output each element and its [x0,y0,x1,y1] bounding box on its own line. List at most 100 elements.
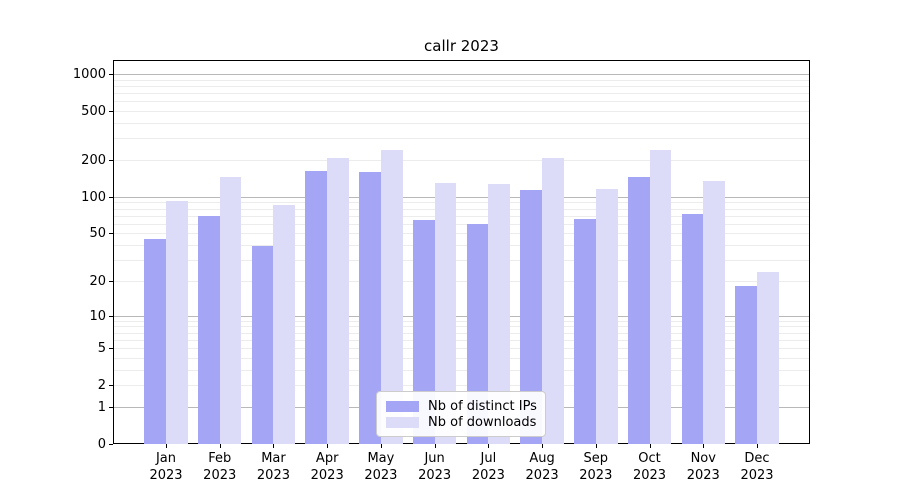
x-axis-tick [757,444,758,448]
gridline-minor [114,93,809,95]
chart-title: callr 2023 [424,37,499,55]
gridline-major [114,74,809,76]
gridline-minor [114,280,809,282]
gridline-minor [114,339,809,341]
legend-item-downloads: Nb of downloads [386,414,537,430]
legend-label-downloads: Nb of downloads [428,414,537,430]
x-axis-tick-label: Jan 2023 [149,451,183,483]
x-axis-tick-label: Oct 2023 [632,451,667,483]
gridline-minor [114,320,809,322]
y-axis-tick-label: 50 [89,226,106,242]
bar-downloads-jun [434,182,457,444]
bar-distinct-ips-aug [520,189,543,444]
y-axis-tick [109,233,113,235]
y-axis-tick [109,385,113,387]
gridline-minor [114,215,809,217]
y-axis-tick-label: 200 [81,153,106,168]
bar-distinct-ips-feb [198,215,220,444]
y-axis-tick [109,444,113,445]
bar-distinct-ips-may [359,171,381,444]
gridline-minor [114,202,809,204]
bar-distinct-ips-dec [735,286,757,444]
gridline-minor [114,138,809,140]
plot-area [113,60,810,444]
y-axis-tick [109,196,113,198]
x-axis-tick [273,444,275,448]
legend-item-distinct-ips: Nb of distinct IPs [386,398,537,414]
y-axis-tick [109,315,113,317]
bar-downloads-feb [219,177,242,444]
bar-downloads-jan [166,201,188,444]
gridline-minor [114,223,809,225]
y-axis-tick [109,406,113,408]
bar-downloads-sep [595,188,618,444]
gridline-minor [114,160,809,161]
y-axis-tick [109,111,113,113]
x-axis-tick [166,444,167,448]
gridline-minor [114,332,809,334]
x-axis-tick-label: Dec 2023 [740,451,774,483]
bar-distinct-ips-jun [412,220,435,444]
x-axis-tick-label: May 2023 [364,451,398,483]
y-axis-tick-label: 1 [97,399,106,415]
gridline-minor [114,123,809,125]
bar-distinct-ips-apr [305,171,328,444]
bar-downloads-jul [488,183,511,444]
x-axis-tick-label: Sep 2023 [579,451,613,483]
gridline-minor [114,357,809,359]
gridline-minor [114,326,809,328]
bar-downloads-nov [703,180,725,444]
gridline-minor [114,233,809,235]
x-axis-tick-label: Apr 2023 [310,451,344,483]
y-axis-tick [109,348,113,350]
y-axis-tick-label: 500 [81,104,106,120]
x-axis-tick [595,444,597,448]
bar-distinct-ips-nov [681,213,704,444]
x-axis-tick [488,444,490,448]
gridline-minor [114,101,809,103]
x-axis-tick-label: Jun 2023 [418,451,452,483]
y-axis-tick-label: 10 [89,308,106,324]
bar-downloads-oct [649,149,672,444]
bar-distinct-ips-jan [144,238,166,444]
gridline-major [114,315,809,317]
y-axis-tick [109,160,113,161]
x-axis-tick [219,444,221,448]
y-axis-tick [109,280,113,282]
gridline-minor [114,369,809,371]
y-axis-tick-label: 2 [97,378,106,394]
bar-distinct-ips-oct [627,177,650,444]
gridline-minor [114,245,809,247]
x-axis-tick [327,444,329,448]
gridline-minor [114,385,809,387]
bar-distinct-ips-sep [574,218,596,444]
bar-downloads-mar [273,204,296,444]
x-axis-tick-label: Jul 2023 [471,451,505,483]
y-axis-tick [109,74,113,76]
bar-distinct-ips-jul [466,223,489,444]
legend-label-distinct-ips: Nb of distinct IPs [428,398,537,414]
x-axis-tick [434,444,436,448]
y-axis-tick-label: 100 [81,189,106,205]
y-axis-tick-label: 20 [89,273,106,289]
gridline-minor [114,79,809,81]
legend-swatch-distinct-ips [386,400,419,412]
y-axis-tick-label: 0 [97,437,106,452]
legend: Nb of distinct IPs Nb of downloads [376,391,546,437]
y-axis-tick-label: 1000 [72,67,106,83]
legend-swatch-downloads [386,416,419,428]
x-axis-tick [703,444,705,448]
bar-downloads-dec [757,271,779,444]
gridline-minor [114,111,809,113]
bar-distinct-ips-mar [251,246,274,444]
bar-downloads-apr [327,158,349,444]
x-axis-tick [542,444,544,448]
x-axis-tick-label: Nov 2023 [686,451,720,483]
y-axis-tick-label: 5 [97,341,106,357]
x-axis-tick [649,444,651,448]
gridline-minor [114,348,809,350]
bar-downloads-aug [542,157,564,444]
gridline-minor [114,208,809,210]
gridline-major [114,196,809,198]
